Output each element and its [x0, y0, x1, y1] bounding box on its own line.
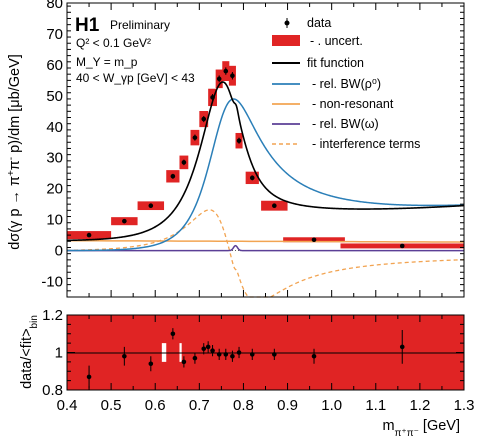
x-tick-label: 0.8 — [233, 397, 254, 414]
data-point-10 — [230, 73, 235, 79]
ratio-point-12 — [236, 350, 242, 355]
legend-uncert-swatch — [272, 35, 300, 46]
non-resonant-curve — [66, 239, 465, 243]
data-point-0 — [86, 232, 92, 238]
x-tick-label: 1.2 — [409, 397, 430, 414]
condition-w: 40 < W_γp [GeV] < 43 — [76, 71, 195, 85]
ratio-point-14 — [272, 352, 277, 357]
ratio-point-9 — [216, 352, 222, 357]
main-y-tick-label: 0 — [55, 243, 63, 260]
ratio-point-3 — [170, 331, 176, 337]
x-axis-label: mπ⁺π⁻ [GeV] — [382, 418, 460, 436]
ratio-point-0 — [86, 374, 92, 380]
main-y-tick-label: 80 — [46, 0, 63, 12]
x-tick-label: 1.3 — [454, 397, 475, 414]
main-panel: -10 0 10 20 30 40 50 60 70 80 H1 Preliminary Q² <… — [41, 0, 465, 298]
bw-omega-curve — [67, 244, 464, 252]
ratio-point-8 — [210, 348, 215, 353]
legend-data-marker — [284, 20, 290, 26]
data-point-8 — [216, 76, 222, 82]
data-point-1 — [122, 218, 127, 224]
main-y-tick-label: 20 — [46, 181, 63, 198]
ratio-y-tick-label: 1 — [55, 345, 63, 362]
x-tick-label: 1.1 — [365, 397, 386, 414]
condition-q2: Q² < 0.1 GeV² — [76, 36, 151, 50]
ratio-y-tick-label: 1.2 — [42, 307, 63, 324]
data-point-12 — [249, 175, 255, 181]
data-point-2 — [148, 203, 154, 209]
ratio-point-10 — [223, 352, 229, 357]
ratio-panel: 0.8 1 1.2 0.4 0.5 0.6 0.7 0.8 0.9 1.0 1.1 1.2 1.3 — [42, 307, 474, 414]
x-tick-label: 1.0 — [321, 397, 342, 414]
legend-nonres-label: - non-resonant — [312, 97, 394, 111]
ratio-point-11 — [230, 353, 235, 359]
ratio-point-16 — [399, 344, 405, 350]
chart-subtitle: Preliminary — [110, 18, 170, 32]
ratio-point-4 — [181, 359, 187, 365]
data-point-15 — [399, 243, 405, 249]
data-point-13 — [272, 203, 277, 209]
legend: data - . uncert. fit function - rel. BW(… — [272, 16, 420, 151]
legend-data-label: data — [307, 16, 331, 30]
ratio-y-tick-label: 0.8 — [42, 382, 63, 399]
x-tick-label: 0.9 — [277, 397, 298, 414]
legend-bw-omega-label: - rel. BW(ω) — [312, 117, 379, 131]
ratio-point-2 — [148, 361, 154, 367]
legend-interf-label: - interference terms — [312, 137, 420, 151]
x-tick-label: 0.5 — [101, 397, 122, 414]
legend-bw-rho-label: - rel. BW(ρ⁰) — [312, 77, 381, 91]
main-y-tick-label: 30 — [46, 150, 63, 167]
ratio-point-1 — [122, 353, 127, 359]
data-point-9 — [223, 68, 229, 74]
data-point-4 — [181, 160, 187, 165]
condition-my: M_Y = m_p — [76, 55, 138, 69]
data-point-6 — [201, 116, 207, 122]
main-y-tick-label: 10 — [46, 212, 63, 229]
ratio-point-13 — [249, 352, 255, 357]
bw-rho-curve — [66, 98, 465, 252]
main-y-axis-label: dσ(γ p → π+π- p)/dm [μb/GeV] — [6, 54, 24, 250]
data-point-5 — [192, 135, 198, 140]
data-point-11 — [236, 138, 242, 144]
legend-uncert-label: - . uncert. — [310, 34, 363, 48]
main-y-tick-label: -10 — [41, 274, 63, 291]
main-y-tick-label: 40 — [46, 119, 63, 136]
main-y-tick-label: 70 — [46, 26, 63, 43]
x-tick-label: 0.7 — [189, 397, 210, 414]
data-point-14 — [311, 237, 317, 243]
main-y-tick-label: 50 — [46, 88, 63, 105]
fit-curve — [66, 81, 465, 242]
chart-title: H1 — [75, 15, 100, 36]
ratio-point-7 — [205, 344, 211, 350]
ratio-point-15 — [311, 353, 317, 359]
data-point-3 — [170, 174, 176, 179]
data-point-7 — [210, 95, 215, 100]
x-tick-label: 0.6 — [145, 397, 166, 414]
ratio-y-axis-label: data/<fit>bin — [19, 315, 40, 389]
ratio-point-6 — [201, 346, 207, 352]
ratio-point-5 — [192, 355, 198, 361]
main-y-tick-label: 60 — [46, 57, 63, 74]
legend-fit-label: fit function — [307, 56, 364, 70]
x-tick-label: 0.4 — [57, 397, 78, 414]
